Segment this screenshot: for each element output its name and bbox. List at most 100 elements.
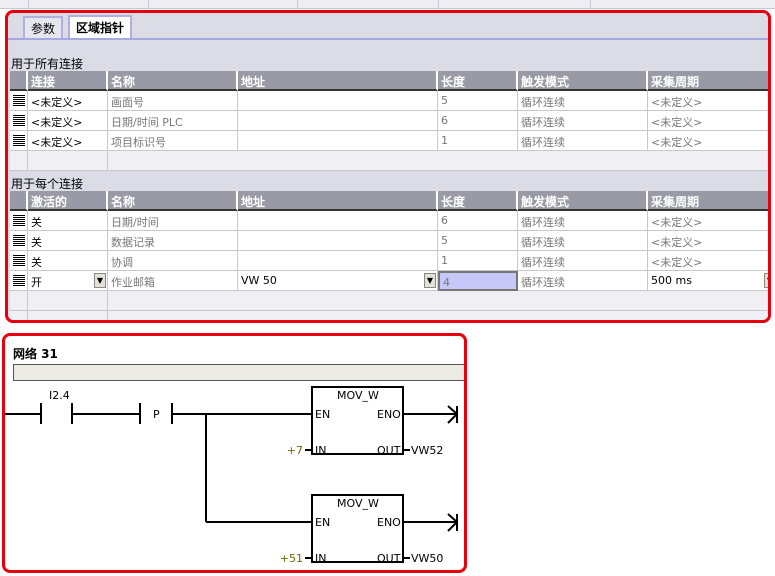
cell-text: <未定义> <box>651 96 703 109</box>
row-selector[interactable] <box>10 111 28 131</box>
cell-text: <未定义> <box>31 96 83 109</box>
cell-text: 开 <box>31 276 42 289</box>
column-header[interactable]: 触发模式 <box>518 191 648 211</box>
row-selector[interactable] <box>10 211 28 231</box>
row-selector[interactable] <box>10 271 28 291</box>
empty-row <box>28 291 108 311</box>
table-cell[interactable]: 循环连续 <box>518 211 648 231</box>
out-pin: OUT <box>377 444 401 457</box>
table-cell[interactable]: 1 <box>438 131 518 151</box>
table-cell[interactable]: 1 <box>438 251 518 271</box>
column-header[interactable]: 地址 <box>238 71 438 91</box>
cell-text: 循环连续 <box>521 236 565 249</box>
column-header[interactable]: 名称 <box>108 191 238 211</box>
table-cell[interactable]: 作业邮箱 <box>108 271 238 291</box>
row-selector[interactable] <box>10 131 28 151</box>
cell-text: 循环连续 <box>521 276 565 289</box>
column-header[interactable]: 采集周期 <box>648 71 768 91</box>
table-cell[interactable]: 画面号 <box>108 91 238 111</box>
table-cell[interactable]: 循环连续 <box>518 91 648 111</box>
table-cell[interactable]: 关 <box>28 211 108 231</box>
table-cell[interactable]: 4 <box>438 271 518 291</box>
table-cell[interactable]: 日期/时间 <box>108 211 238 231</box>
cell-text: 关 <box>31 236 42 249</box>
column-header[interactable]: 名称 <box>108 71 238 91</box>
dropdown-arrow-icon[interactable]: ▼ <box>764 273 768 288</box>
network-comment-bar[interactable] <box>13 364 464 381</box>
row-header-corner <box>10 191 28 211</box>
table-cell[interactable]: 500 ms ▼ <box>648 271 768 291</box>
dropdown-arrow-icon[interactable]: ▼ <box>424 273 436 288</box>
table-cell[interactable]: 循环连续 <box>518 111 648 131</box>
row-selector[interactable] <box>10 231 28 251</box>
table-cell[interactable] <box>238 211 438 231</box>
eno-pin: ENO <box>377 516 401 529</box>
in-value[interactable]: +7 <box>287 444 303 457</box>
table-cell[interactable]: 循环连续 <box>518 231 648 251</box>
table-cell[interactable]: <未定义> <box>648 251 768 271</box>
column-header[interactable]: 采集周期 <box>648 191 768 211</box>
cell-text: <未定义> <box>651 216 703 229</box>
table-cell[interactable] <box>238 131 438 151</box>
table-cell[interactable] <box>238 231 438 251</box>
tab-area-pointer[interactable]: 区域指针 <box>68 15 133 39</box>
table-cell[interactable] <box>238 111 438 131</box>
column-header[interactable]: 激活的 <box>28 191 108 211</box>
table-cell[interactable]: 协调 <box>108 251 238 271</box>
out-value[interactable]: VW50 <box>411 552 443 565</box>
section-title-all: 用于所有连接 <box>11 57 84 71</box>
table-cell[interactable]: 项目标识号 <box>108 131 238 151</box>
out-value[interactable]: VW52 <box>411 444 443 457</box>
table-cell[interactable]: 关 <box>28 251 108 271</box>
cell-text: 数据记录 <box>111 236 155 249</box>
row-icon <box>13 115 25 126</box>
table-cell[interactable]: 6 <box>438 211 518 231</box>
cell-text: <未定义> <box>651 256 703 269</box>
row-selector[interactable] <box>10 251 28 271</box>
dropdown-arrow-icon[interactable]: ▼ <box>94 273 106 288</box>
table-cell[interactable]: 循环连续 <box>518 251 648 271</box>
column-header[interactable]: 触发模式 <box>518 71 648 91</box>
en-pin: EN <box>315 408 330 421</box>
table-cell[interactable]: 5 <box>438 91 518 111</box>
table-cell[interactable]: 日期/时间 PLC <box>108 111 238 131</box>
column-header[interactable]: 长度 <box>438 191 518 211</box>
column-header[interactable]: 连接 <box>28 71 108 91</box>
table-cell[interactable]: 开 ▼ <box>28 271 108 291</box>
table-cell[interactable]: <未定义> <box>648 131 768 151</box>
table-cell[interactable] <box>238 251 438 271</box>
network-title: 网络 31 <box>13 347 58 361</box>
empty-row <box>28 311 108 320</box>
box-name: MOV_W <box>337 389 379 402</box>
table-cell[interactable] <box>238 91 438 111</box>
table-cell[interactable]: VW 50 ▼ <box>238 271 438 291</box>
table-cell[interactable]: <未定义> <box>648 211 768 231</box>
in-value[interactable]: +51 <box>280 552 303 565</box>
cell-text: 日期/时间 PLC <box>111 116 183 129</box>
table-cell[interactable]: 循环连续 <box>518 131 648 151</box>
table-cell[interactable]: <未定义> <box>648 231 768 251</box>
column-header[interactable]: 长度 <box>438 71 518 91</box>
cell-text: VW 50 <box>241 274 277 287</box>
row-header-corner <box>10 71 28 91</box>
tab-parameters[interactable]: 参数 <box>23 16 64 39</box>
out-pin: OUT <box>377 552 401 565</box>
table-cell[interactable]: <未定义> <box>648 91 768 111</box>
table-cell[interactable]: <未定义> <box>648 111 768 131</box>
row-selector[interactable] <box>10 91 28 111</box>
table-cell[interactable]: 关 <box>28 231 108 251</box>
cell-text: 循环连续 <box>521 96 565 109</box>
contact-address: I2.4 <box>49 389 70 402</box>
table-cell[interactable]: <未定义> <box>28 111 108 131</box>
in-pin: IN <box>315 552 326 565</box>
table-cell[interactable]: 数据记录 <box>108 231 238 251</box>
table-cell[interactable]: 5 <box>438 231 518 251</box>
cell-text: <未定义> <box>651 116 703 129</box>
table-cell[interactable]: 6 <box>438 111 518 131</box>
cell-text: 4 <box>443 276 450 289</box>
empty-row <box>28 151 108 171</box>
table-cell[interactable]: 循环连续 <box>518 271 648 291</box>
table-cell[interactable]: <未定义> <box>28 131 108 151</box>
column-header[interactable]: 地址 <box>238 191 438 211</box>
table-cell[interactable]: <未定义> <box>28 91 108 111</box>
